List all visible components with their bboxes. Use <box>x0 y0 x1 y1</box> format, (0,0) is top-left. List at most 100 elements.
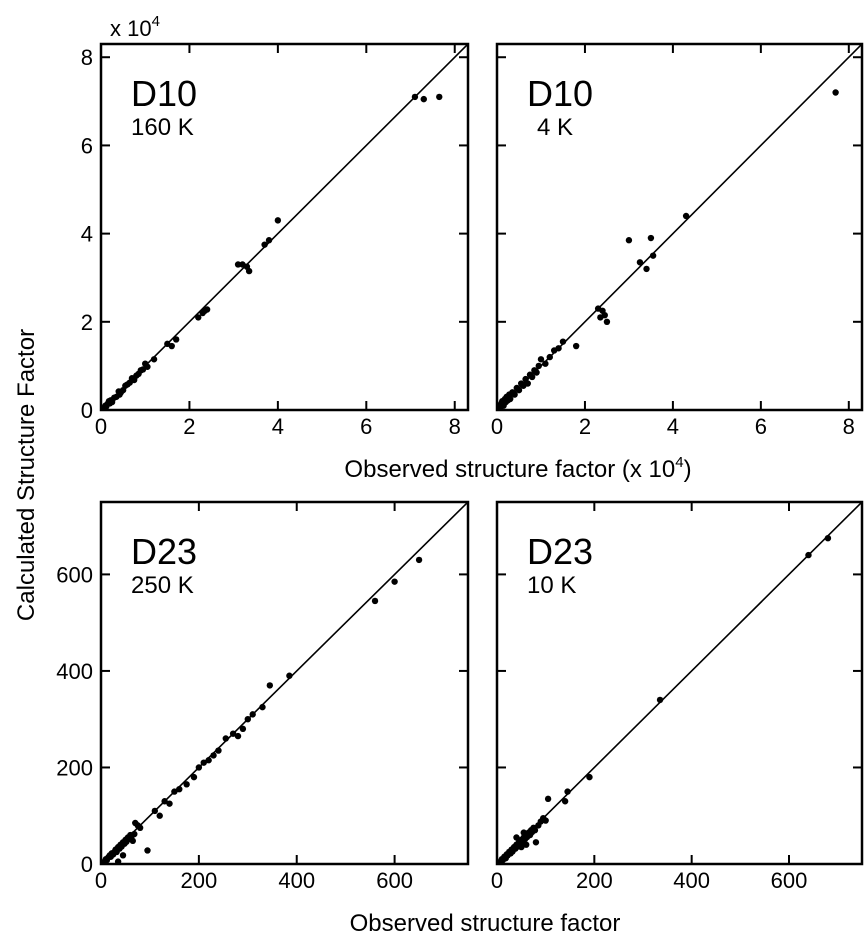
data-point <box>234 732 242 740</box>
top-multiplier: x 104 <box>110 13 160 41</box>
data-point <box>229 730 237 737</box>
data-point <box>524 380 531 387</box>
data-point <box>136 824 144 831</box>
plot-frame <box>495 500 864 866</box>
data-point <box>144 847 151 854</box>
panel-label: D10 <box>131 73 197 114</box>
top-x-axis-title-close: ) <box>684 456 692 483</box>
data-point <box>436 93 443 101</box>
y-tick-label: 6 <box>81 133 93 158</box>
data-point <box>205 757 212 764</box>
data-points <box>497 89 839 410</box>
data-point <box>832 89 839 96</box>
top-x-axis-title: Observed structure factor (x 104) <box>344 454 691 483</box>
data-point <box>533 369 540 376</box>
x-tick-label: 200 <box>181 868 218 893</box>
panel-sublabel: 160 K <box>131 114 194 141</box>
data-point <box>506 395 514 403</box>
data-point <box>245 267 253 275</box>
y-tick-label: 400 <box>56 659 93 684</box>
fit-line <box>101 502 468 864</box>
data-point <box>239 725 247 733</box>
data-point <box>215 747 222 754</box>
panel-sublabel: 4 K <box>537 114 573 141</box>
data-point <box>523 841 530 848</box>
x-tick-label: 6 <box>755 414 767 439</box>
top-x-axis-title-exp: 4 <box>675 454 683 471</box>
data-point <box>259 703 266 711</box>
data-point <box>391 578 398 585</box>
x-tick-label: 4 <box>272 414 284 439</box>
panel-sublabel: 250 K <box>131 572 194 599</box>
x-tick-label: 600 <box>771 868 808 893</box>
data-point <box>601 311 608 319</box>
fit-line <box>101 44 468 410</box>
data-point <box>203 306 211 313</box>
data-point <box>171 788 178 795</box>
data-point <box>542 817 549 824</box>
data-point <box>168 342 175 350</box>
data-point <box>805 551 812 559</box>
data-point <box>532 839 540 846</box>
panel-label: D10 <box>527 73 593 114</box>
data-point <box>266 682 274 689</box>
y-tick-label: 4 <box>81 222 93 247</box>
data-point <box>682 212 690 220</box>
panel-label: D23 <box>131 531 197 572</box>
x-tick-label: 2 <box>579 414 591 439</box>
plot-frame <box>99 500 470 866</box>
data-point <box>244 716 251 723</box>
data-point <box>542 360 549 367</box>
top-multiplier-exp: 4 <box>152 13 160 30</box>
data-point <box>561 798 569 805</box>
x-tick-label: 6 <box>360 414 372 439</box>
y-tick-label: 600 <box>56 562 93 587</box>
x-tick-label: 8 <box>843 414 855 439</box>
data-point <box>195 314 202 321</box>
data-point <box>564 788 571 795</box>
data-point <box>151 807 159 815</box>
data-point <box>200 759 207 766</box>
data-point <box>172 336 180 343</box>
data-point <box>234 261 242 268</box>
data-point <box>531 827 539 834</box>
data-point <box>183 781 190 788</box>
data-point <box>249 711 256 718</box>
data-point <box>515 386 523 394</box>
data-point <box>518 843 525 851</box>
bottom-x-axis-title: Observed structure factor <box>350 910 621 937</box>
data-points <box>101 93 443 410</box>
data-point <box>520 829 527 836</box>
x-tick-label: 8 <box>449 414 461 439</box>
data-point <box>636 259 644 266</box>
data-point <box>166 800 173 807</box>
data-point <box>420 95 427 103</box>
x-tick-label: 0 <box>491 414 503 439</box>
data-point <box>144 363 151 370</box>
data-points <box>101 556 423 864</box>
y-tick-label: 8 <box>81 45 93 70</box>
data-point <box>559 338 567 345</box>
panel-sublabel: 10 K <box>527 572 576 599</box>
x-tick-label: 0 <box>95 414 107 439</box>
data-point <box>114 858 122 864</box>
y-tick-label: 2 <box>81 310 93 335</box>
data-point <box>274 217 282 224</box>
x-tick-label: 0 <box>491 868 503 893</box>
data-point <box>643 265 650 273</box>
data-point <box>625 237 633 244</box>
y-tick-label: 0 <box>81 852 93 877</box>
data-point <box>131 830 138 838</box>
data-point <box>415 556 423 564</box>
data-point <box>555 345 562 352</box>
y-tick-label: 0 <box>81 398 93 423</box>
data-point <box>176 785 183 793</box>
data-point <box>119 852 127 859</box>
x-tick-label: 0 <box>95 868 107 893</box>
data-point <box>535 362 542 370</box>
